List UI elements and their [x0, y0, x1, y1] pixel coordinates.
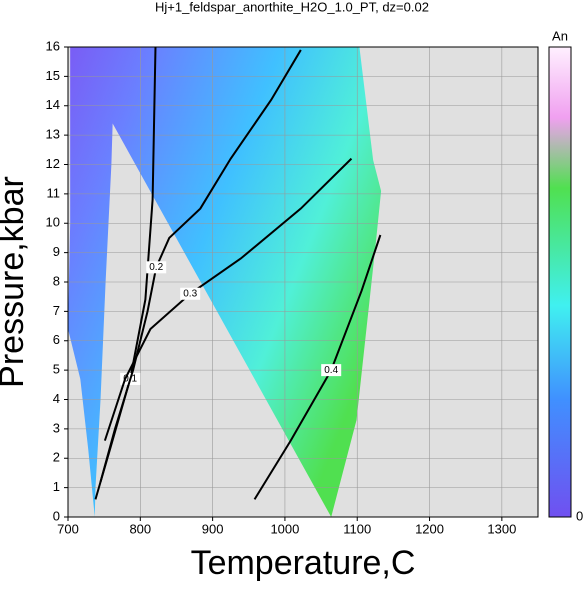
contour-label: 0.2 — [149, 262, 163, 273]
y-tick-label: 4 — [53, 391, 60, 406]
x-tick-label: 1300 — [487, 521, 516, 536]
y-tick-label: 0 — [53, 508, 60, 523]
x-axis-label: Temperature,C — [191, 544, 416, 582]
y-tick-label: 15 — [46, 68, 60, 83]
y-tick-label: 6 — [53, 332, 60, 347]
y-tick-label: 1 — [53, 479, 60, 494]
y-tick-label: 11 — [47, 185, 61, 200]
x-tick-label: 1000 — [270, 521, 299, 536]
contour-label: 0.4 — [324, 365, 338, 376]
x-tick-label: 900 — [202, 521, 224, 536]
contour-label-bg — [321, 364, 342, 377]
contour-label-bg — [146, 261, 167, 274]
x-tick-label: 700 — [57, 521, 79, 536]
y-tick-label: 16 — [46, 38, 60, 53]
y-axis-label: Pressure,kbar — [0, 176, 31, 388]
y-tick-label: 9 — [53, 244, 60, 259]
y-tick-label: 10 — [46, 215, 60, 230]
y-tick-label: 3 — [53, 420, 60, 435]
contour-label: 0.3 — [183, 288, 197, 299]
y-tick-label: 7 — [53, 303, 60, 318]
contour-label-bg — [180, 287, 201, 300]
y-tick-label: 5 — [53, 362, 60, 377]
contour-line — [99, 49, 302, 483]
x-tick-label: 1100 — [343, 521, 371, 536]
y-tick-label: 13 — [46, 127, 60, 142]
y-tick-label: 14 — [46, 97, 60, 112]
colorbar-min: 0 — [576, 508, 583, 523]
colorbar — [548, 46, 572, 518]
x-tick-label: 1200 — [415, 521, 444, 536]
y-tick-label: 12 — [46, 156, 60, 171]
colorbar-label: An — [552, 28, 568, 43]
x-tick-label: 800 — [129, 521, 151, 536]
y-tick-label: 2 — [53, 450, 60, 465]
y-tick-label: 8 — [53, 273, 60, 288]
chart-title: Hj+1_feldspar_anorthite_H2O_1.0_PT, dz=0… — [155, 0, 429, 14]
